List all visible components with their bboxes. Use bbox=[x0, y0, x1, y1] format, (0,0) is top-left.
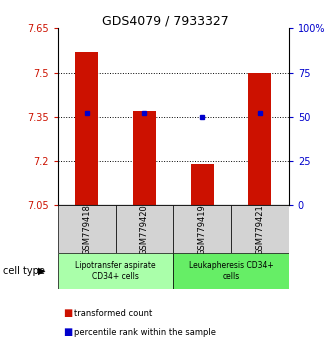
Bar bbox=[173, 205, 231, 253]
Text: ■: ■ bbox=[63, 327, 72, 337]
Text: transformed count: transformed count bbox=[74, 309, 152, 318]
Bar bbox=[115, 205, 173, 253]
Bar bbox=[133, 111, 156, 205]
Bar bbox=[191, 164, 214, 205]
Text: GSM779420: GSM779420 bbox=[140, 204, 149, 255]
Bar bbox=[173, 253, 289, 289]
Bar bbox=[75, 52, 98, 205]
Text: ▶: ▶ bbox=[38, 266, 45, 276]
Text: GSM779421: GSM779421 bbox=[255, 204, 264, 255]
Text: percentile rank within the sample: percentile rank within the sample bbox=[74, 327, 216, 337]
Text: ■: ■ bbox=[63, 308, 72, 318]
Bar bbox=[231, 205, 289, 253]
Text: Leukapheresis CD34+
cells: Leukapheresis CD34+ cells bbox=[189, 261, 273, 280]
Text: GDS4079 / 7933327: GDS4079 / 7933327 bbox=[102, 14, 228, 27]
Bar bbox=[58, 205, 115, 253]
Text: cell type: cell type bbox=[3, 266, 45, 276]
Bar bbox=[248, 73, 271, 205]
Bar bbox=[58, 253, 173, 289]
Text: GSM779419: GSM779419 bbox=[198, 204, 207, 255]
Text: GSM779418: GSM779418 bbox=[82, 204, 91, 255]
Text: Lipotransfer aspirate
CD34+ cells: Lipotransfer aspirate CD34+ cells bbox=[75, 261, 156, 280]
